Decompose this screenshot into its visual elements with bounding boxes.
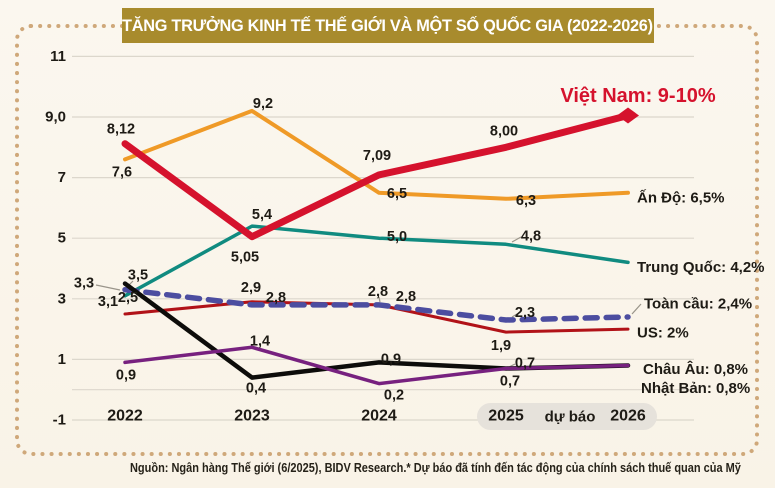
point-label-japan-2022: 0,9 bbox=[116, 367, 136, 383]
y-tick-label: 1 bbox=[58, 351, 66, 368]
series-line-india bbox=[123, 108, 630, 201]
x-tick-2026: 2026 bbox=[610, 408, 646, 425]
point-label-global-2022: 3,3 bbox=[74, 276, 94, 292]
point-label-us-2023: 2,9 bbox=[241, 280, 261, 296]
chart-title-bar: TĂNG TRƯỞNG KINH TẾ THẾ GIỚI VÀ MỘT SỐ Q… bbox=[121, 8, 654, 43]
point-label-japan-2024: 0,2 bbox=[384, 388, 404, 404]
label-leader-line bbox=[511, 236, 522, 243]
point-label-us-2025: 1,9 bbox=[491, 338, 511, 354]
y-tick-label: 9,0 bbox=[45, 109, 66, 126]
forecast-label: dự báo bbox=[545, 409, 596, 426]
y-tick-label: -1 bbox=[53, 412, 66, 429]
source-note: Nguồn: Ngân hàng Thế giới (6/2025), BIDV… bbox=[130, 460, 741, 475]
point-label-global-2025: 2,3 bbox=[515, 305, 535, 321]
series-line-japan bbox=[123, 345, 630, 386]
chart-title: TĂNG TRƯỞNG KINH TẾ THẾ GIỚI VÀ MỘT SỐ Q… bbox=[122, 15, 653, 35]
legend-europe: Châu Âu: 0,8% bbox=[643, 360, 748, 378]
point-label-china-2022: 3,1 bbox=[98, 294, 118, 310]
point-label-vn-2024: 7,09 bbox=[363, 148, 391, 164]
series-line-china bbox=[123, 224, 630, 298]
x-tick-2022: 2022 bbox=[107, 408, 143, 425]
point-label-vn-2023: 5,05 bbox=[231, 250, 259, 266]
point-label-global-2023: 2,8 bbox=[266, 290, 286, 306]
x-tick-2024: 2024 bbox=[361, 408, 397, 425]
legend-japan: Nhật Bản: 0,8% bbox=[641, 380, 750, 397]
label-leader-line bbox=[511, 313, 518, 318]
point-label-india-2022: 7,6 bbox=[112, 164, 132, 180]
point-label-india-2024: 6,5 bbox=[387, 186, 407, 202]
point-label-us-2022: 2,5 bbox=[118, 290, 138, 306]
point-label-china-2025: 4,8 bbox=[521, 228, 541, 244]
series-line-global bbox=[122, 286, 631, 323]
label-leader-line bbox=[378, 296, 381, 303]
point-label-india-2023: 9,2 bbox=[253, 96, 273, 112]
legend-vn: Việt Nam: 9-10% bbox=[560, 85, 715, 107]
point-label-europe-2025: 0,7 bbox=[515, 355, 535, 371]
legend-india: Ấn Độ: 6,5% bbox=[637, 189, 725, 206]
point-label-us-2024: 2,8 bbox=[368, 284, 388, 300]
point-label-india-2025: 6,3 bbox=[516, 193, 536, 209]
point-label-china-2024: 5,0 bbox=[387, 229, 407, 245]
legend-global: Toàn cầu: 2,4% bbox=[644, 295, 752, 312]
point-label-europe-2022: 3,5 bbox=[128, 268, 148, 284]
point-label-vn-2025: 8,00 bbox=[490, 123, 518, 139]
point-label-japan-2025: 0,7 bbox=[500, 373, 520, 389]
y-tick-label: 3 bbox=[58, 290, 66, 307]
point-label-vn-2022: 8,12 bbox=[107, 122, 135, 138]
legend-china: Trung Quốc: 4,2% bbox=[637, 259, 765, 276]
y-tick-label: 5 bbox=[58, 230, 66, 247]
vietnam-endpoint-diamond bbox=[617, 107, 639, 124]
y-tick-label: 7 bbox=[58, 169, 66, 186]
legend-us: US: 2% bbox=[637, 325, 689, 342]
forecast-highlight-pill bbox=[477, 403, 657, 430]
label-leader-line bbox=[631, 303, 642, 315]
point-label-japan-2023: 1,4 bbox=[250, 333, 270, 349]
point-label-europe-2023: 0,4 bbox=[246, 381, 266, 397]
x-tick-2025: 2025 bbox=[488, 408, 524, 425]
point-label-global-2024: 2,8 bbox=[396, 289, 416, 305]
point-label-europe-2024: 0,9 bbox=[381, 351, 401, 367]
x-tick-2023: 2023 bbox=[234, 408, 270, 425]
y-tick-label: 11 bbox=[50, 48, 66, 65]
series-line-vn bbox=[121, 112, 632, 241]
point-label-china-2023: 5,4 bbox=[252, 207, 272, 223]
label-leader-line bbox=[95, 284, 121, 291]
